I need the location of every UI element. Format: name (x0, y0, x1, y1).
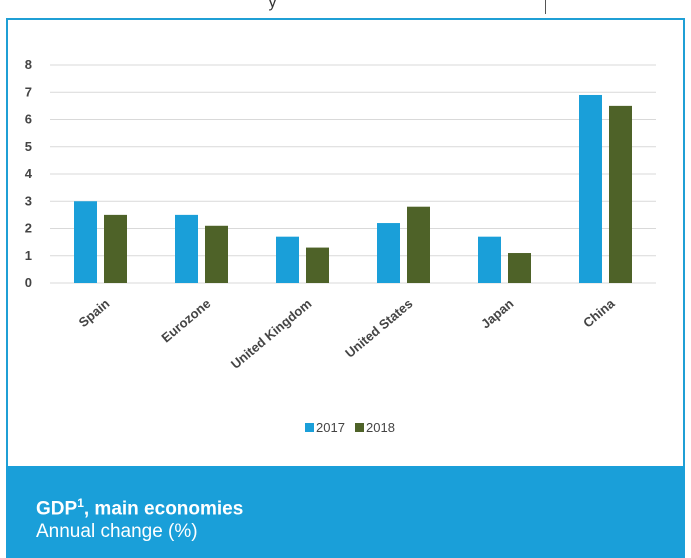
legend-label: 2017 (316, 420, 345, 435)
clipped-caption: y (268, 0, 277, 11)
x-tick-label: Eurozone (158, 296, 213, 346)
bar-2018-china (609, 105, 632, 283)
y-tick-label: 7 (25, 84, 32, 99)
bar-2017-japan (478, 236, 501, 283)
y-tick-label: 8 (25, 57, 32, 72)
bar-2018-united-states (407, 206, 430, 283)
legend-label: 2018 (366, 420, 395, 435)
bar-2017-united-kingdom (276, 236, 299, 283)
legend-swatch-2018 (355, 423, 364, 432)
y-tick-label: 4 (25, 166, 33, 181)
bar-chart: 0 1 2 3 4 5 6 7 8 Spain Eurozone United Kingdom Unit… (25, 57, 656, 435)
y-tick-label: 1 (25, 248, 32, 263)
chart-caption-band: GDP1, main economies Annual change (%) (6, 466, 685, 558)
y-tick-label: 0 (25, 275, 32, 290)
title-footnote-marker: 1 (77, 496, 84, 510)
bar-2017-eurozone (175, 214, 198, 283)
x-tick-label: China (580, 295, 618, 330)
bar-2018-united-kingdom (306, 247, 329, 283)
chart-title: GDP1, main economies (36, 496, 243, 520)
chart-frame: 0 1 2 3 4 5 6 7 8 Spain Eurozone United Kingdom Unit… (6, 18, 685, 466)
bar-2018-japan (508, 253, 531, 283)
top-clipped-text: y (0, 0, 691, 18)
title-main: GDP (36, 498, 78, 520)
x-tick-label: United Kingdom (228, 296, 315, 372)
legend-swatch-2017 (305, 423, 314, 432)
bar-2018-eurozone (205, 225, 228, 283)
title-rest: , main economies (83, 498, 244, 520)
bar-2017-china (579, 94, 602, 283)
x-tick-label: Spain (76, 296, 113, 330)
bar-2017-united-states (377, 223, 400, 283)
bar-2017-spain (74, 201, 97, 283)
y-tick-label: 2 (25, 221, 32, 236)
y-tick-label: 6 (25, 112, 32, 127)
bar-2018-spain (104, 214, 127, 283)
chart-subtitle: Annual change (%) (36, 521, 198, 542)
x-tick-label: Japan (478, 296, 516, 332)
y-tick-label: 3 (25, 193, 32, 208)
divider (545, 0, 546, 14)
y-tick-label: 5 (25, 139, 32, 154)
x-tick-label: United States (342, 296, 415, 361)
